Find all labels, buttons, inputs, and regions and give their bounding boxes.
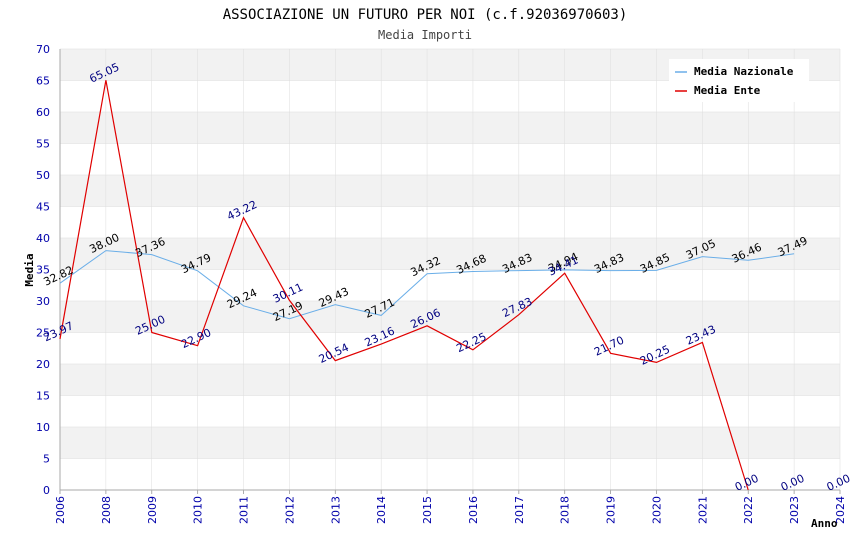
x-tick-label: 2014	[375, 496, 388, 524]
chart-title: ASSOCIAZIONE UN FUTURO PER NOI (c.f.9203…	[223, 7, 628, 23]
x-tick-labels: 2006 2008 2009 2010 2011 2012 2013 2014 2015 2016…	[54, 496, 847, 524]
plot-band	[60, 364, 840, 396]
plot-band	[60, 238, 840, 270]
data-label-ente: 0.00	[779, 472, 807, 494]
x-tick-label: 2011	[238, 496, 251, 524]
x-tick-label: 2018	[559, 496, 572, 524]
y-tick-label: 20	[36, 358, 50, 371]
y-tick-label: 70	[36, 43, 50, 56]
data-label-ente: 23.97	[41, 319, 75, 344]
plot-band	[60, 301, 840, 333]
x-tick-label: 2015	[421, 496, 434, 524]
x-tick-label: 2006	[54, 496, 67, 524]
plot-band	[60, 427, 840, 459]
legend: Media Nazionale Media Ente	[669, 59, 809, 102]
y-tick-label: 0	[43, 484, 50, 497]
y-tick-label: 25	[36, 327, 50, 340]
series-line-nazionale	[59, 250, 795, 320]
y-axis-title: Media	[23, 253, 36, 286]
y-tick-label: 45	[36, 201, 50, 214]
x-tick-label: 2016	[467, 496, 480, 524]
x-tick-label: 2017	[513, 496, 526, 524]
x-tick-label: 2013	[329, 496, 342, 524]
y-tick-label: 65	[36, 75, 50, 88]
x-tick-label: 2024	[834, 496, 847, 524]
axes	[59, 49, 841, 494]
plot-bands	[60, 49, 840, 459]
x-tick-label: 2021	[696, 496, 709, 524]
data-label-ente: 20.54	[317, 341, 351, 366]
x-tick-label: 2022	[742, 496, 755, 524]
data-label-ente: 0.00	[733, 472, 761, 494]
y-tick-labels: 0 5 10 15 20 25 30 35 40 45 50 55 60 65 70	[36, 43, 50, 497]
legend-box	[669, 59, 809, 102]
y-tick-label: 5	[43, 453, 50, 466]
series-line-ente	[59, 80, 749, 491]
data-label-ente: 22.25	[454, 330, 488, 355]
y-tick-label: 15	[36, 390, 50, 403]
plot-band	[60, 112, 840, 144]
y-tick-label: 10	[36, 421, 50, 434]
gridlines	[59, 48, 841, 491]
x-tick-label: 2012	[283, 496, 296, 524]
y-tick-label: 30	[36, 295, 50, 308]
x-tick-label: 2019	[605, 496, 618, 524]
x-tick-label: 2010	[192, 496, 205, 524]
x-tick-label: 2008	[100, 496, 113, 524]
series-lines	[59, 80, 795, 491]
x-tick-label: 2020	[650, 496, 663, 524]
x-tick-label: 2009	[146, 496, 159, 524]
data-label-ente: 0.00	[825, 472, 850, 494]
y-tick-label: 50	[36, 169, 50, 182]
legend-label-ente: Media Ente	[694, 84, 761, 97]
y-tick-label: 60	[36, 106, 50, 119]
plot-band	[60, 175, 840, 207]
y-tick-label: 55	[36, 138, 50, 151]
chart-subtitle: Media Importi	[378, 28, 472, 42]
x-tick-label: 2023	[788, 496, 801, 524]
y-tick-label: 35	[36, 264, 50, 277]
x-axis-title: Anno	[811, 517, 838, 530]
y-tick-label: 40	[36, 232, 50, 245]
legend-label-nazionale: Media Nazionale	[694, 65, 794, 78]
